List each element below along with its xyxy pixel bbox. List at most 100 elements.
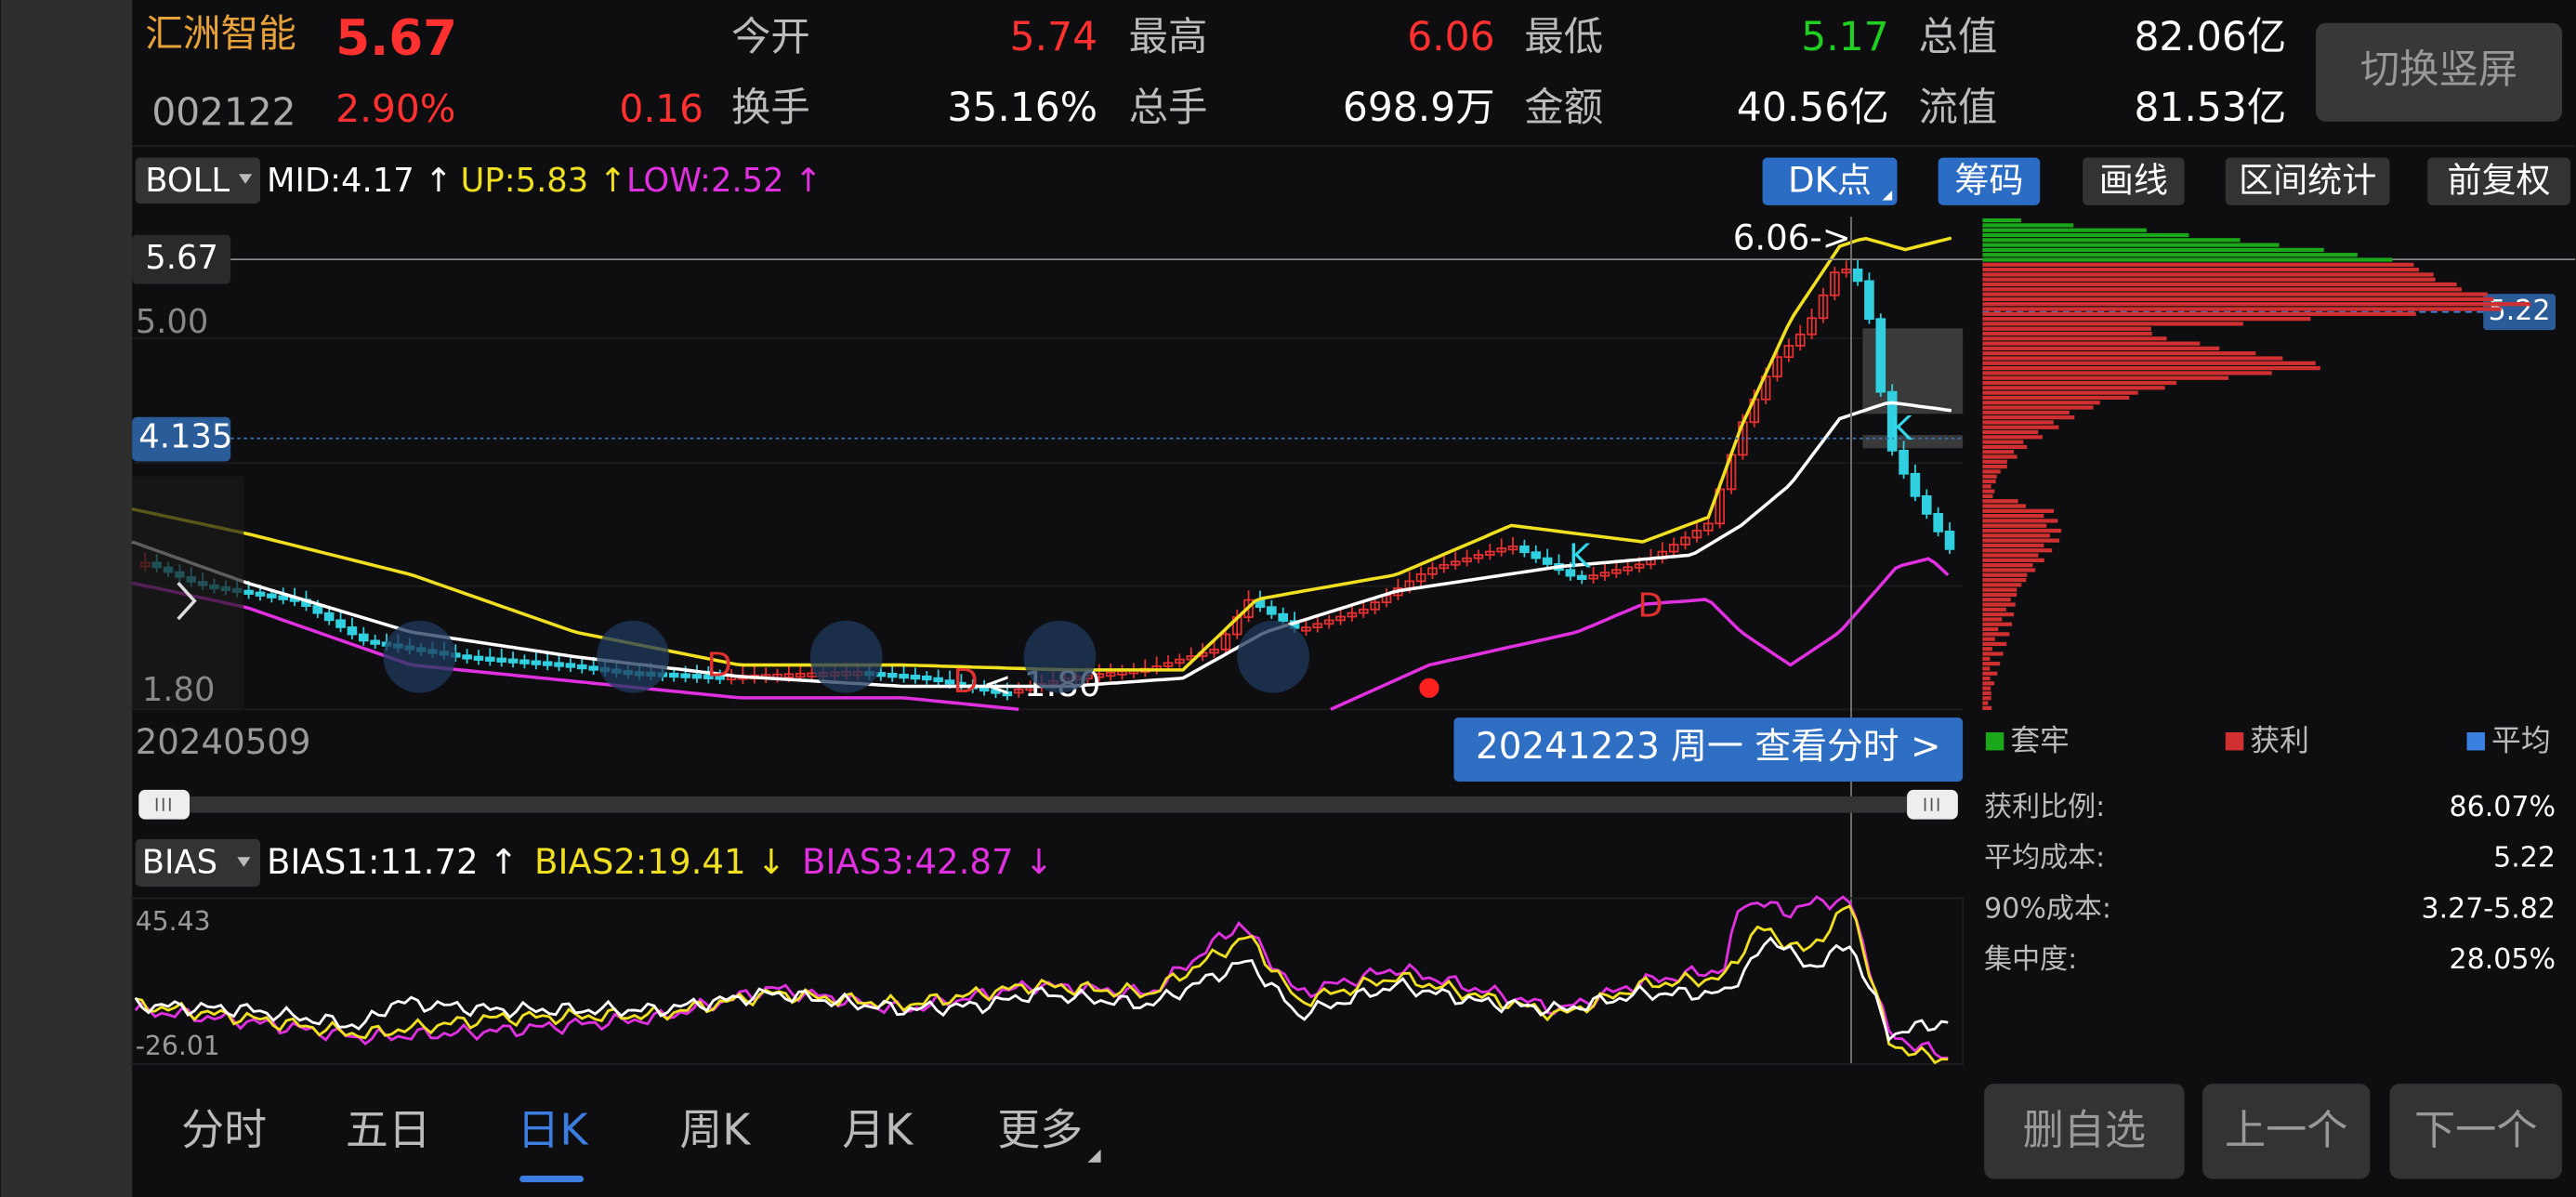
- chip-bar: [1982, 479, 1996, 484]
- chip-bar: [1982, 429, 2039, 435]
- actions: 删自选 上一个 下一个: [1984, 1084, 2563, 1179]
- boll-low: LOW:2.52 ↑: [626, 162, 822, 200]
- chip-bar: [1982, 292, 2488, 296]
- action-button[interactable]: [1984, 1084, 2185, 1179]
- tool-buttons: DK点 筹码 画线 区间统计 前复权: [1762, 157, 2570, 205]
- candle-body: [933, 677, 943, 683]
- candle-body: [1175, 658, 1185, 664]
- tool-button[interactable]: [1938, 157, 2041, 205]
- rotate-button[interactable]: [2316, 22, 2563, 122]
- chip-bar: [1982, 247, 2324, 253]
- candle-body: [1370, 601, 1380, 611]
- candle-body: [1496, 547, 1506, 553]
- chip-bar: [1982, 469, 2001, 474]
- chip-bar: [1982, 676, 1991, 681]
- candle-body: [485, 656, 495, 662]
- candle-body: [542, 661, 553, 666]
- k-marker: K: [1890, 410, 1912, 448]
- chip-bar: [1982, 287, 2462, 292]
- signal-dot: [1419, 677, 1439, 698]
- chip-stat-value: 5.22: [2493, 842, 2556, 875]
- price-level: 5.00: [136, 303, 209, 341]
- tool-button[interactable]: [2083, 157, 2185, 205]
- nav-circle[interactable]: [1237, 620, 1309, 693]
- candle-body: [1668, 544, 1679, 553]
- chip-bar: [1982, 514, 2044, 519]
- candle-body: [1427, 567, 1438, 575]
- chip-bar: [1982, 326, 2151, 331]
- action-button[interactable]: [2389, 1084, 2563, 1179]
- tool-button[interactable]: [2427, 157, 2570, 205]
- tab[interactable]: 日K: [517, 1105, 589, 1155]
- candle-body: [1347, 612, 1358, 618]
- legend-swatch: [1985, 731, 2004, 751]
- tab-underline: [519, 1176, 585, 1183]
- candle-body: [899, 673, 909, 679]
- chip-bar: [1982, 390, 2138, 395]
- chip-bar: [1982, 656, 1991, 661]
- tool-button[interactable]: [1762, 157, 1898, 205]
- chip-bar: [1982, 666, 1991, 671]
- nav-circle[interactable]: [809, 620, 883, 693]
- candle-body: [922, 675, 932, 681]
- tab[interactable]: 更多: [997, 1105, 1083, 1155]
- bias-line: [134, 895, 1949, 1059]
- tab[interactable]: 周K: [679, 1105, 752, 1155]
- chip-bar: [1982, 272, 2434, 277]
- chip-bar: [1982, 282, 2457, 287]
- chip-bar: [1982, 587, 2017, 592]
- bias2: BIAS2:19.41 ↓: [534, 842, 785, 882]
- nav-circle[interactable]: [1023, 620, 1097, 693]
- bias-select[interactable]: [135, 838, 260, 888]
- candle-body: [1415, 572, 1426, 583]
- candle-body: [715, 675, 725, 680]
- candle-body: [1944, 530, 1955, 550]
- chip-bar: [1982, 519, 2058, 523]
- chip-bar: [1982, 617, 2003, 622]
- detail-button[interactable]: [1453, 717, 1964, 782]
- stock-price: 5.67: [335, 10, 457, 67]
- candle-body: [267, 593, 277, 598]
- bias-top: 45.43: [136, 906, 211, 937]
- candle-body: [783, 673, 795, 678]
- candle-body: [323, 612, 335, 622]
- handle-grip: [155, 797, 1939, 811]
- stat-value: 6.06: [1407, 14, 1494, 59]
- candle-body: [691, 674, 703, 679]
- average-label: 5.22: [2489, 295, 2551, 327]
- candle-body: [531, 660, 542, 665]
- boll-line: [131, 581, 1019, 712]
- detail-button-label: 20241223 周一 查看分时 >: [1476, 726, 1941, 768]
- stat-value: 698.9万: [1343, 85, 1495, 130]
- candle-body: [991, 689, 1001, 694]
- chip-bar: [1982, 454, 2017, 459]
- legend-label: 平均: [2491, 724, 2551, 758]
- tool-button[interactable]: [2225, 157, 2390, 205]
- candle-body: [462, 654, 472, 660]
- scrollbar[interactable]: [140, 796, 1955, 813]
- indicator-select[interactable]: [135, 157, 260, 204]
- candle-body: [1794, 333, 1806, 347]
- stat-label: 总值: [1918, 14, 1997, 59]
- current-price-label: 5.67: [145, 239, 218, 277]
- candle-body: [1485, 550, 1495, 556]
- chip-bar: [1982, 553, 2039, 558]
- tab[interactable]: 月K: [842, 1105, 914, 1155]
- chip-bar: [1982, 322, 2243, 326]
- chip-bar: [1982, 662, 2001, 666]
- chip-bar: [1982, 296, 2494, 302]
- tab[interactable]: 分时: [181, 1105, 267, 1155]
- chip-bar: [1982, 523, 2047, 528]
- candle-body: [668, 672, 679, 678]
- candle-body: [1450, 560, 1461, 566]
- nav-circle[interactable]: [383, 620, 456, 693]
- chip-bar: [1982, 238, 2241, 243]
- candle-body: [1772, 356, 1782, 378]
- action-button-label: 下一个: [2414, 1107, 2537, 1154]
- tab[interactable]: 五日: [346, 1105, 431, 1155]
- chip-bar: [1982, 701, 1989, 705]
- nav-circle[interactable]: [597, 620, 669, 693]
- candle-body: [1243, 598, 1254, 618]
- chip-bar: [1982, 647, 1992, 651]
- action-button[interactable]: [2202, 1084, 2371, 1179]
